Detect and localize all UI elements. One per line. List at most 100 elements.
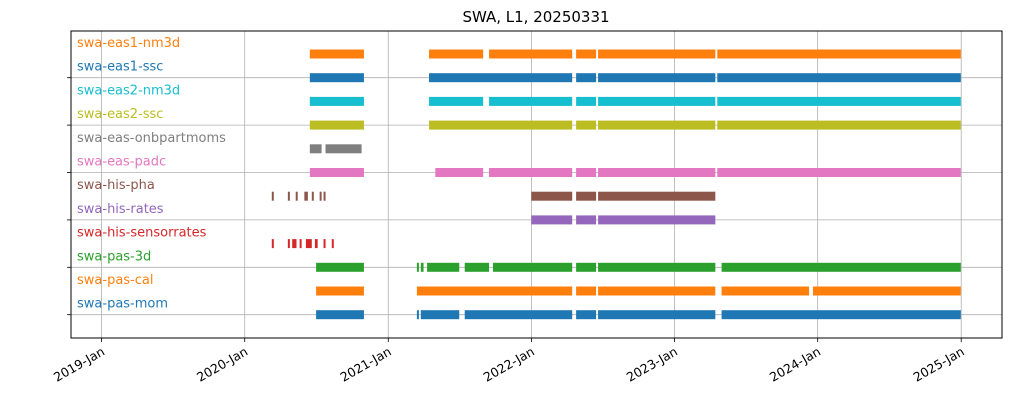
series-segment	[717, 49, 961, 59]
series-segment	[309, 168, 364, 177]
x-tick-label: 2019-Jan	[51, 344, 107, 385]
x-tick-label: 2021-Jan	[338, 344, 394, 385]
series-segment	[576, 73, 597, 83]
series-segment	[427, 262, 460, 272]
series-swa-eas1-nm3d	[309, 49, 961, 59]
series-segment	[598, 310, 716, 320]
series-segment	[325, 144, 362, 154]
series-swa-eas2-ssc	[309, 120, 961, 130]
series-segment	[598, 120, 716, 130]
series-segment	[489, 96, 573, 106]
series-label: swa-pas-mom	[77, 297, 168, 312]
series-segment	[309, 96, 364, 106]
series-segment	[287, 191, 290, 201]
series-segment	[576, 310, 597, 320]
series-segment	[319, 191, 322, 201]
x-tick-label: 2022-Jan	[481, 344, 537, 385]
x-tick-label: 2020-Jan	[194, 344, 250, 385]
series-swa-pas-mom	[316, 310, 961, 320]
series-segment	[311, 191, 314, 201]
series-label: swa-pas-3d	[77, 249, 151, 264]
series-segment	[323, 239, 326, 249]
series-segment	[331, 239, 334, 249]
series-segment	[420, 310, 460, 320]
series-segment	[721, 262, 961, 272]
series-segment	[598, 262, 716, 272]
series-segment	[316, 286, 364, 296]
y-axis	[67, 77, 71, 316]
series-segment	[309, 73, 364, 83]
series-segment	[812, 286, 961, 296]
series-segment	[598, 96, 716, 106]
series-swa-eas1-ssc	[309, 73, 961, 83]
series-segment	[305, 239, 312, 249]
series-segment	[489, 49, 573, 59]
series-swa-eas-padc	[309, 168, 961, 177]
series-segment	[598, 73, 716, 83]
series-segment	[299, 239, 302, 249]
series-label: swa-eas2-ssc	[77, 107, 163, 122]
series-segment	[576, 262, 597, 272]
series-labels: swa-eas1-nm3d swa-eas1-ssc swa-eas2-nm3d sw…	[77, 36, 226, 312]
series-segment	[576, 168, 597, 177]
series-segment	[576, 191, 597, 201]
series-segment	[429, 120, 573, 130]
series-segment	[717, 168, 961, 177]
series-swa-his-pha	[271, 191, 716, 201]
series-segment	[717, 73, 961, 83]
series-segment	[721, 310, 961, 320]
series-segment	[292, 239, 297, 249]
series-segment	[598, 286, 716, 296]
series-segment	[304, 191, 308, 201]
series-segment	[598, 168, 716, 177]
series-segment	[316, 262, 364, 272]
series-swa-his-rates	[531, 215, 716, 225]
series-segment	[271, 191, 274, 201]
series-segment	[531, 191, 573, 201]
chart-title: SWA, L1, 20250331	[462, 8, 609, 26]
series-segment	[576, 96, 597, 106]
series-label: swa-his-sensorrates	[77, 226, 207, 241]
series-segment	[531, 215, 573, 225]
series-segment	[309, 120, 364, 130]
series-swa-pas-cal	[316, 286, 961, 296]
series-segment	[721, 286, 810, 296]
series-label: swa-his-rates	[77, 202, 164, 217]
series-segment	[420, 262, 424, 272]
series-segment	[576, 120, 597, 130]
series-segment	[576, 49, 597, 59]
series-segment	[271, 239, 274, 249]
series-segment	[598, 49, 716, 59]
x-tick-label: 2023-Jan	[624, 344, 680, 385]
series-segment	[598, 191, 716, 201]
series-segment	[316, 310, 364, 320]
series-segment	[576, 286, 597, 296]
series-segment	[576, 215, 597, 225]
series-segment	[295, 191, 298, 201]
series-segment	[416, 310, 419, 320]
series-segment	[429, 73, 573, 83]
series-swa-eas2-nm3d	[309, 96, 961, 106]
series-label: swa-pas-cal	[77, 273, 153, 288]
series-label: swa-eas-onbpartmoms	[77, 131, 226, 146]
series-label: swa-eas2-nm3d	[77, 83, 180, 98]
series-swa-his-sensorrates	[271, 239, 334, 249]
series-segment	[429, 49, 484, 59]
series-segment	[717, 96, 961, 106]
series-segment	[464, 310, 573, 320]
series-segment	[489, 168, 573, 177]
series-label: swa-his-pha	[77, 178, 155, 193]
series-segment	[287, 239, 290, 249]
series-segment	[416, 286, 573, 296]
series-segment	[717, 120, 961, 130]
series-label: swa-eas1-ssc	[77, 60, 163, 75]
series-segment	[416, 262, 419, 272]
series-segment	[314, 239, 318, 249]
series-segment	[435, 168, 484, 177]
series-segment	[309, 144, 322, 154]
series-swa-eas-onbpartmoms	[309, 144, 362, 154]
series-marks	[271, 49, 961, 320]
plot-frame	[70, 30, 1003, 339]
series-segment	[323, 191, 326, 201]
